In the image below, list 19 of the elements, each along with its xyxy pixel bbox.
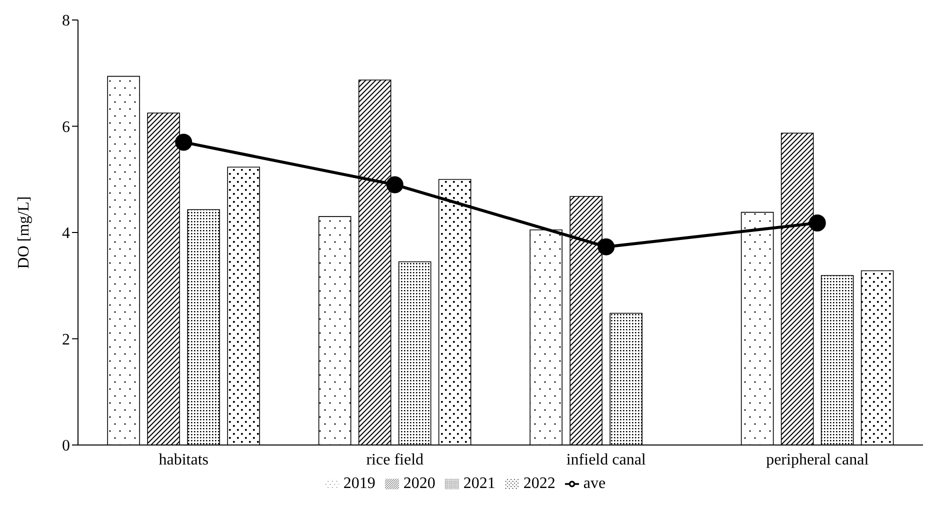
- y-tick-label: 8: [62, 12, 70, 30]
- point: [175, 134, 192, 151]
- x-tick-label: peripheral canal: [766, 451, 870, 468]
- legend-label: ave: [583, 475, 606, 492]
- y-tick-label: 4: [62, 225, 70, 242]
- y-tick-label: 2: [62, 331, 70, 348]
- y-tick-label: 0: [62, 438, 70, 455]
- x-tick-label: infield canal: [566, 451, 646, 468]
- point: [386, 176, 404, 194]
- legend-label: 2019: [343, 475, 376, 492]
- legend-label: 2020: [403, 475, 436, 492]
- x-tick-label: habitats: [158, 451, 209, 468]
- x-tick-label: rice field: [366, 451, 424, 468]
- legend-label: 2022: [523, 475, 556, 492]
- point: [598, 238, 615, 256]
- y-axis-title: DO [mg/L]: [16, 196, 33, 269]
- y-tick-label: 6: [62, 118, 70, 136]
- point: [808, 214, 826, 232]
- legend-label: 2021: [463, 475, 496, 492]
